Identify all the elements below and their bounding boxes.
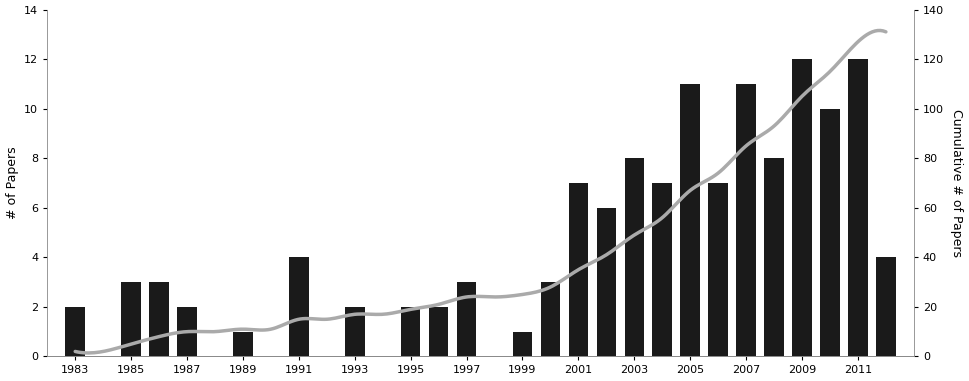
Bar: [177, 307, 197, 356]
Bar: [708, 183, 728, 356]
Bar: [513, 331, 532, 356]
Bar: [345, 307, 364, 356]
Bar: [680, 84, 700, 356]
Bar: [765, 158, 784, 356]
Y-axis label: # of Papers: # of Papers: [6, 147, 18, 219]
Bar: [121, 282, 141, 356]
Bar: [624, 158, 644, 356]
Bar: [652, 183, 672, 356]
Bar: [234, 331, 253, 356]
Bar: [876, 257, 895, 356]
Bar: [149, 282, 169, 356]
Bar: [569, 183, 588, 356]
Bar: [401, 307, 421, 356]
Bar: [66, 307, 85, 356]
Bar: [820, 109, 840, 356]
Bar: [429, 307, 449, 356]
Bar: [736, 84, 756, 356]
Bar: [456, 282, 477, 356]
Bar: [597, 208, 616, 356]
Bar: [541, 282, 560, 356]
Bar: [289, 257, 309, 356]
Bar: [848, 59, 867, 356]
Y-axis label: Cumulative # of Papers: Cumulative # of Papers: [951, 109, 963, 257]
Bar: [793, 59, 812, 356]
